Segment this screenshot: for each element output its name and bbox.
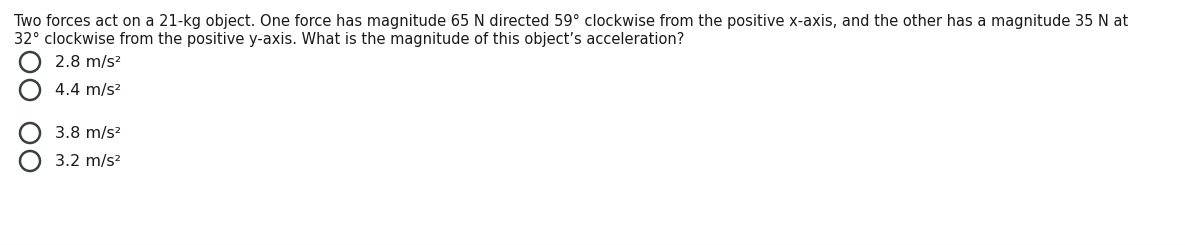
Text: 32° clockwise from the positive y-axis. What is the magnitude of this object’s a: 32° clockwise from the positive y-axis. … — [14, 32, 685, 47]
Text: 2.8 m/s²: 2.8 m/s² — [55, 54, 121, 70]
Text: 3.8 m/s²: 3.8 m/s² — [55, 125, 121, 140]
Text: Two forces act on a 21-kg object. One force has magnitude 65 N directed 59° cloc: Two forces act on a 21-kg object. One fo… — [14, 14, 1128, 29]
Text: 3.2 m/s²: 3.2 m/s² — [55, 154, 121, 169]
Text: 4.4 m/s²: 4.4 m/s² — [55, 83, 121, 98]
